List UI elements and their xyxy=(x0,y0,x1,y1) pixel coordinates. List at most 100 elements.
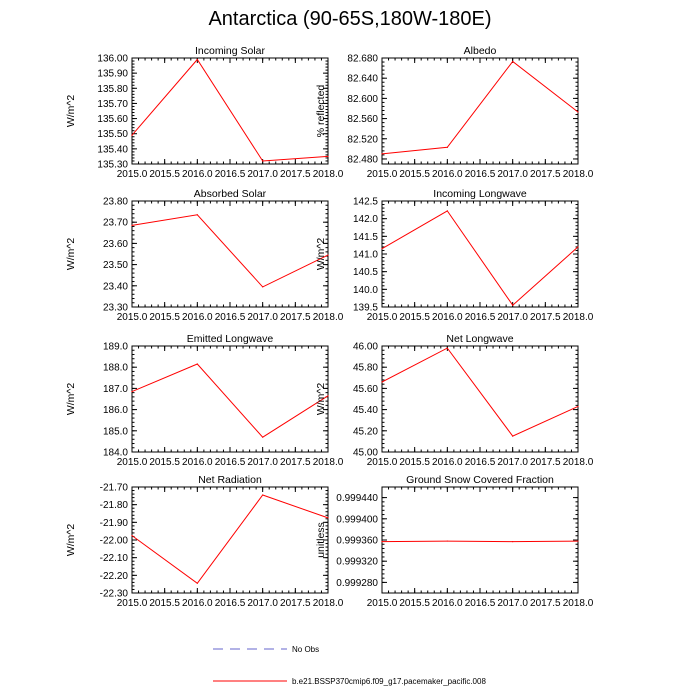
chart-panel: Albedo % reflected 2015.0 2015.5 2016.0 2016.… xyxy=(315,45,594,180)
plot-frame xyxy=(131,200,329,308)
legend: No Obs b.e21.BSSP370cmip6.f09_g17.pacemak… xyxy=(213,645,486,686)
y-tick-label: 45.40 xyxy=(353,405,378,416)
plot-frame xyxy=(131,486,329,594)
y-tick-label: 186.0 xyxy=(103,405,128,416)
y-tick-label: 46.00 xyxy=(353,342,378,353)
x-tick-label: 2016.0 xyxy=(182,457,213,468)
series-line xyxy=(381,60,579,155)
y-tick-label: 45.80 xyxy=(353,363,378,374)
legend-label: b.e21.BSSP370cmip6.f09_g17.pacemaker_pac… xyxy=(292,677,486,686)
data-point xyxy=(381,153,383,155)
plot-frame xyxy=(381,200,579,308)
plot-frame xyxy=(381,345,579,453)
x-tick-label: 2015.0 xyxy=(117,312,148,323)
panel-title: Ground Snow Covered Fraction xyxy=(406,474,554,486)
y-tick-label: 141.0 xyxy=(353,250,378,261)
y-axis-label: W/m^2 xyxy=(65,95,77,128)
x-tick-label: 2018.0 xyxy=(563,169,594,180)
y-tick-label: 135.30 xyxy=(97,160,128,171)
data-point xyxy=(381,248,383,250)
panel-title: Net Longwave xyxy=(446,333,513,345)
x-tick-label: 2015.5 xyxy=(149,598,180,609)
data-point xyxy=(131,390,133,393)
data-point xyxy=(512,435,514,437)
x-tick-label: 2016.0 xyxy=(432,457,463,468)
data-point xyxy=(381,540,383,543)
x-tick-label: 2015.0 xyxy=(367,312,398,323)
series-line xyxy=(381,347,579,437)
plot-frame xyxy=(131,345,329,453)
x-tick-label: 2018.0 xyxy=(563,598,594,609)
y-tick-label: -21.80 xyxy=(100,500,129,511)
x-tick-label: 2017.5 xyxy=(280,312,311,323)
series-line xyxy=(131,494,329,584)
x-tick-label: 2017.5 xyxy=(530,169,561,180)
chart-panel: Net Radiation W/m^2 2015.0 2015.5 2016.0 2016… xyxy=(65,474,344,609)
x-tick-label: 2018.0 xyxy=(313,457,344,468)
panel-title: Absorbed Solar xyxy=(194,188,267,200)
y-tick-label: 0.999320 xyxy=(336,557,378,568)
x-tick-label: 2015.5 xyxy=(399,169,430,180)
x-tick-label: 2016.5 xyxy=(215,457,246,468)
x-tick-label: 2015.0 xyxy=(367,457,398,468)
series-line xyxy=(131,363,329,438)
y-tick-label: 82.560 xyxy=(347,114,378,125)
chart-panel: Ground Snow Covered Fraction unitless 2015… xyxy=(315,474,594,609)
y-tick-label: 188.0 xyxy=(103,363,128,374)
data-point xyxy=(512,304,514,306)
x-tick-label: 2017.0 xyxy=(497,169,528,180)
y-tick-label: 141.5 xyxy=(353,232,378,243)
data-point xyxy=(131,224,133,226)
series-line xyxy=(381,210,579,306)
x-tick-label: 2017.5 xyxy=(530,312,561,323)
y-axis-label: W/m^2 xyxy=(315,238,327,271)
y-tick-label: -22.20 xyxy=(100,571,129,582)
x-tick-label: 2016.0 xyxy=(182,312,213,323)
series-line xyxy=(131,214,329,288)
y-tick-label: -22.00 xyxy=(100,536,129,547)
x-tick-label: 2016.0 xyxy=(182,169,213,180)
legend-label: No Obs xyxy=(292,645,319,654)
y-tick-label: -21.90 xyxy=(100,518,129,529)
data-point xyxy=(446,347,448,349)
x-tick-label: 2015.5 xyxy=(399,598,430,609)
x-tick-label: 2017.0 xyxy=(497,598,528,609)
x-tick-label: 2017.5 xyxy=(280,169,311,180)
figure-title: Antarctica (90-65S,180W-180E) xyxy=(208,8,492,30)
data-point xyxy=(196,582,198,584)
y-tick-label: 45.00 xyxy=(353,448,378,459)
y-tick-label: -22.30 xyxy=(100,589,129,600)
y-tick-label: 45.20 xyxy=(353,426,378,437)
x-tick-label: 2017.5 xyxy=(530,598,561,609)
data-point xyxy=(196,214,198,216)
x-tick-label: 2017.5 xyxy=(280,598,311,609)
y-axis-label: unitless xyxy=(315,522,327,558)
series-line xyxy=(131,58,329,162)
data-point xyxy=(577,246,579,248)
y-tick-label: 82.680 xyxy=(347,54,378,65)
x-tick-label: 2017.0 xyxy=(247,457,278,468)
plot-frame xyxy=(381,57,579,165)
y-tick-label: 0.999360 xyxy=(336,536,378,547)
y-tick-label: 142.0 xyxy=(353,214,378,225)
data-point xyxy=(131,534,133,537)
y-tick-label: 140.5 xyxy=(353,267,378,278)
x-tick-label: 2017.5 xyxy=(280,457,311,468)
panel-title: Incoming Solar xyxy=(195,45,266,57)
data-point xyxy=(262,494,264,496)
data-point xyxy=(327,155,329,158)
x-tick-label: 2017.0 xyxy=(247,598,278,609)
panel-title: Albedo xyxy=(464,45,497,57)
y-tick-label: 0.999400 xyxy=(336,514,378,525)
y-tick-label: 189.0 xyxy=(103,342,128,353)
y-tick-label: 82.640 xyxy=(347,74,378,85)
x-tick-label: 2016.0 xyxy=(432,598,463,609)
y-tick-label: -22.10 xyxy=(100,553,129,564)
y-tick-label: -21.70 xyxy=(100,483,129,494)
y-tick-label: 142.5 xyxy=(353,197,378,208)
x-tick-label: 2016.0 xyxy=(432,312,463,323)
y-tick-label: 0.999440 xyxy=(336,493,378,504)
x-tick-label: 2018.0 xyxy=(313,312,344,323)
